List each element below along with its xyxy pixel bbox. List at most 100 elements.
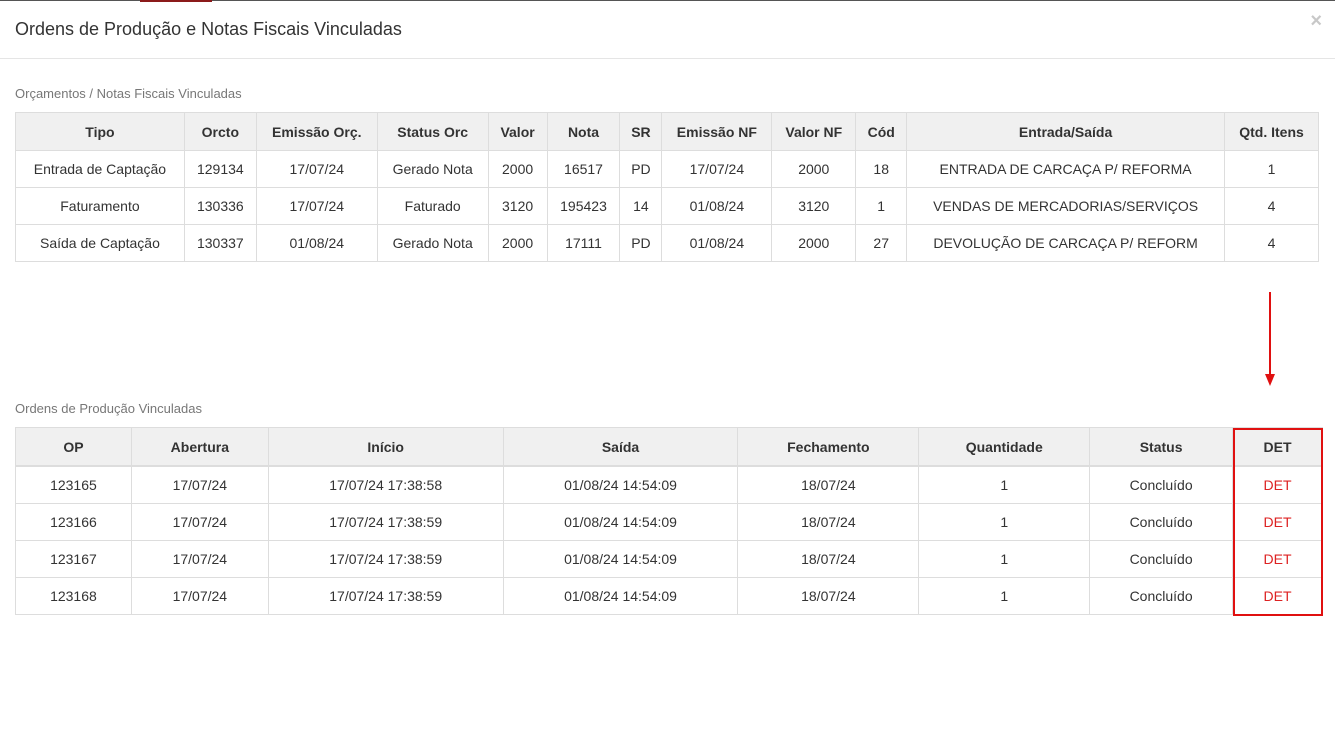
table-cell: 4 [1224,224,1319,262]
table-cell: 01/08/24 14:54:09 [502,465,739,504]
table-cell: 01/08/24 14:54:09 [502,577,739,615]
table-cell: VENDAS DE MERCADORIAS/SERVIÇOS [906,187,1225,225]
table-cell: 1 [855,187,908,225]
table-cell: 01/08/24 14:54:09 [502,540,739,578]
table-cell: 1 [918,540,1091,578]
column-header: Abertura [130,427,269,467]
det-link[interactable]: DET [1263,551,1292,567]
table-cell: Gerado Nota [376,150,489,188]
table-cell: 4 [1224,187,1319,225]
table-cell: 17/07/24 17:38:59 [267,577,504,615]
orders-table-body: 123165 17/07/24 17/07/24 17:38:58 01/08/24 … [15,465,1323,615]
column-header: Orcto [183,112,257,151]
table-cell: Concluído [1089,577,1234,615]
det-link[interactable]: DET [1263,514,1292,530]
table-cell: 195423 [546,187,621,225]
table-cell: DET [1232,503,1323,541]
column-header: Saída [502,427,739,467]
column-header: Tipo [15,112,185,151]
table-row: 123168 17/07/24 17/07/24 17:38:59 01/08/24 … [15,577,1323,615]
table-cell: Concluído [1089,540,1234,578]
budgets-table-body: Entrada de Captação 129134 17/07/24 Gerado … [15,150,1319,262]
column-header: Status [1089,427,1234,467]
table-cell: 17/07/24 [130,465,269,504]
table-row: Entrada de Captação 129134 17/07/24 Gerado … [15,150,1319,188]
column-header: Status Orc [376,112,489,151]
table-cell: 2000 [771,224,857,262]
table-row: 123166 17/07/24 17/07/24 17:38:59 01/08/24 … [15,503,1323,541]
table-row: 123165 17/07/24 17/07/24 17:38:58 01/08/24 … [15,465,1323,504]
table-cell: 14 [619,187,663,225]
table-cell: 3120 [487,187,548,225]
column-header: DET [1232,427,1323,467]
table-cell: 01/08/24 [255,224,378,262]
close-icon[interactable]: × [1310,10,1322,32]
table-cell: DET [1232,465,1323,504]
orders-section-title: Ordens de Produção Vinculadas [15,401,202,416]
table-cell: PD [619,224,663,262]
table-cell: Gerado Nota [376,224,489,262]
table-cell: PD [619,150,663,188]
table-cell: 16517 [546,150,621,188]
det-link[interactable]: DET [1263,588,1292,604]
column-header: Cód [855,112,908,151]
table-cell: 17/07/24 [130,540,269,578]
table-cell: 1 [918,465,1091,504]
table-cell: Entrada de Captação [15,150,185,188]
table-cell: 130336 [183,187,257,225]
table-cell: 17/07/24 [255,187,378,225]
table-cell: 130337 [183,224,257,262]
table-cell: 17/07/24 17:38:58 [267,465,504,504]
column-header: SR [619,112,663,151]
table-cell: 18/07/24 [737,540,920,578]
column-header: Quantidade [918,427,1091,467]
table-cell: Saída de Captação [15,224,185,262]
table-cell: 17/07/24 [130,577,269,615]
table-cell: 01/08/24 [661,224,773,262]
table-cell: 18 [855,150,908,188]
orders-table-header: OP Abertura Início Saída Fechamento Quantidad… [15,427,1323,467]
column-header: Emissão NF [661,112,773,151]
table-cell: 129134 [183,150,257,188]
column-header: Fechamento [737,427,920,467]
column-header: Início [267,427,504,467]
table-cell: 123167 [15,540,132,578]
table-cell: 2000 [771,150,857,188]
table-cell: 123166 [15,503,132,541]
table-cell: 18/07/24 [737,465,920,504]
red-arrow-annotation [1265,292,1275,386]
table-cell: 1 [918,577,1091,615]
top-accent-bar [140,0,212,2]
table-cell: 17/07/24 17:38:59 [267,503,504,541]
modal-header: Ordens de Produção e Notas Fiscais Vincu… [0,1,1335,59]
table-cell: Concluído [1089,465,1234,504]
table-cell: Faturado [376,187,489,225]
column-header: OP [15,427,132,467]
det-link[interactable]: DET [1263,477,1292,493]
table-cell: 17111 [546,224,621,262]
table-cell: 1 [918,503,1091,541]
table-cell: 17/07/24 [661,150,773,188]
table-cell: 17/07/24 [255,150,378,188]
top-border [0,0,1335,1]
table-cell: DET [1232,540,1323,578]
table-cell: Concluído [1089,503,1234,541]
table-cell: 01/08/24 14:54:09 [502,503,739,541]
modal-title: Ordens de Produção e Notas Fiscais Vincu… [15,19,402,39]
budgets-table: Tipo Orcto Emissão Orç. Status Orc Valor Nota… [15,112,1319,262]
table-cell: 1 [1224,150,1319,188]
column-header: Emissão Orç. [255,112,378,151]
table-row: Saída de Captação 130337 01/08/24 Gerado No… [15,224,1319,262]
orders-table: OP Abertura Início Saída Fechamento Quantidad… [15,427,1323,615]
table-cell: 3120 [771,187,857,225]
table-cell: 01/08/24 [661,187,773,225]
budgets-section-title: Orçamentos / Notas Fiscais Vinculadas [15,86,242,101]
table-cell: 2000 [487,150,548,188]
table-cell: 2000 [487,224,548,262]
table-cell: 17/07/24 17:38:59 [267,540,504,578]
table-cell: DEVOLUÇÃO DE CARCAÇA P/ REFORM [906,224,1225,262]
table-row: Faturamento 130336 17/07/24 Faturado 3120 195… [15,187,1319,225]
table-cell: 17/07/24 [130,503,269,541]
column-header: Qtd. Itens [1224,112,1319,151]
table-cell: 18/07/24 [737,503,920,541]
